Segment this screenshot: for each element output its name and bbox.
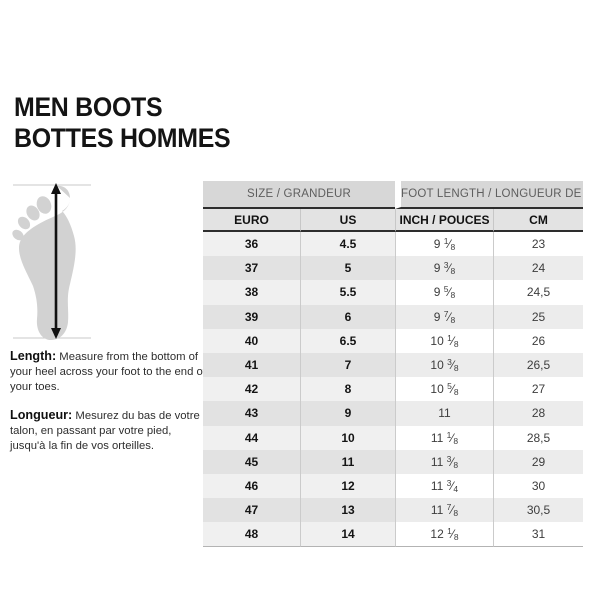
group-header-foot-length: FOOT LENGTH / LONGUEUR DE PIED bbox=[395, 181, 584, 209]
inch-cell: 11 bbox=[395, 401, 493, 426]
table-row: 45 11 11 3⁄8 29 bbox=[203, 449, 584, 474]
column-header-euro: EURO bbox=[203, 209, 300, 232]
longueur-label: Longueur: bbox=[10, 408, 73, 422]
table-row: 48 14 12 1⁄8 31 bbox=[203, 522, 584, 548]
inch-cell: 10 5⁄8 bbox=[395, 377, 493, 402]
cm-cell: 23 bbox=[493, 232, 584, 257]
cm-cell: 24 bbox=[493, 256, 584, 281]
cm-cell: 26 bbox=[493, 328, 584, 353]
column-header-cm: CM bbox=[493, 209, 584, 232]
cm-cell: 24,5 bbox=[493, 280, 584, 305]
table-row: 47 13 11 7⁄8 30,5 bbox=[203, 498, 584, 523]
us-cell: 7 bbox=[300, 352, 395, 378]
inch-cell: 11 7⁄8 bbox=[395, 498, 493, 523]
euro-cell: 40 bbox=[203, 328, 300, 353]
euro-cell: 41 bbox=[203, 352, 300, 378]
size-chart-body: 36 4.5 9 1⁄8 23 37 5 9 3⁄8 24 38 5.5 9 5⁄8 24,5 39 6 9… bbox=[203, 232, 584, 548]
length-text: Measure from the bottom of your heel acr… bbox=[10, 351, 206, 393]
us-cell: 5.5 bbox=[300, 280, 395, 305]
column-header-row: EURO US INCH / POUCES CM bbox=[203, 209, 584, 232]
table-row: 46 12 11 3⁄4 30 bbox=[203, 473, 584, 499]
euro-cell: 46 bbox=[203, 473, 300, 499]
us-cell: 8 bbox=[300, 377, 395, 402]
inch-cell: 9 3⁄8 bbox=[395, 256, 493, 281]
inch-cell: 9 5⁄8 bbox=[395, 280, 493, 305]
inch-cell: 9 1⁄8 bbox=[395, 232, 493, 257]
table-row: 39 6 9 7⁄8 25 bbox=[203, 304, 584, 329]
euro-cell: 37 bbox=[203, 256, 300, 281]
cm-cell: 28 bbox=[493, 401, 584, 426]
euro-cell: 36 bbox=[203, 232, 300, 257]
inch-cell: 10 3⁄8 bbox=[395, 352, 493, 378]
euro-cell: 39 bbox=[203, 304, 300, 329]
us-cell: 9 bbox=[300, 401, 395, 426]
us-cell: 10 bbox=[300, 425, 395, 450]
cm-cell: 31 bbox=[493, 522, 584, 548]
group-header-row: SIZE / GRANDEUR FOOT LENGTH / LONGUEUR D… bbox=[203, 181, 584, 209]
us-cell: 11 bbox=[300, 449, 395, 474]
measuring-instructions: Length: Measure from the bottom of your … bbox=[10, 349, 206, 467]
us-cell: 6 bbox=[300, 304, 395, 329]
cm-cell: 26,5 bbox=[493, 352, 584, 378]
table-row: 40 6.5 10 1⁄8 26 bbox=[203, 328, 584, 353]
foot-sole-illustration bbox=[12, 183, 91, 340]
us-cell: 12 bbox=[300, 473, 395, 499]
longueur-text: Mesurez du bas de votre talon, en passan… bbox=[10, 410, 200, 452]
foot-measure-diagram bbox=[10, 179, 96, 343]
euro-cell: 44 bbox=[203, 425, 300, 450]
size-chart-table: SIZE / GRANDEUR FOOT LENGTH / LONGUEUR D… bbox=[203, 181, 584, 548]
table-row: 41 7 10 3⁄8 26,5 bbox=[203, 352, 584, 378]
group-header-size: SIZE / GRANDEUR bbox=[203, 181, 395, 209]
page-title-line-en: MEN BOOTS bbox=[14, 92, 163, 122]
inch-cell: 11 3⁄4 bbox=[395, 473, 493, 499]
us-cell: 13 bbox=[300, 498, 395, 523]
inch-cell: 10 1⁄8 bbox=[395, 328, 493, 353]
us-cell: 6.5 bbox=[300, 328, 395, 353]
euro-cell: 48 bbox=[203, 522, 300, 548]
us-cell: 14 bbox=[300, 522, 395, 548]
column-header-us: US bbox=[300, 209, 395, 232]
cm-cell: 30,5 bbox=[493, 498, 584, 523]
euro-cell: 43 bbox=[203, 401, 300, 426]
cm-cell: 27 bbox=[493, 377, 584, 402]
cm-cell: 29 bbox=[493, 449, 584, 474]
inch-cell: 9 7⁄8 bbox=[395, 304, 493, 329]
vertical-double-arrow-icon bbox=[51, 183, 61, 339]
euro-cell: 42 bbox=[203, 377, 300, 402]
inch-cell: 11 1⁄8 bbox=[395, 425, 493, 450]
cm-cell: 30 bbox=[493, 473, 584, 499]
table-row: 42 8 10 5⁄8 27 bbox=[203, 377, 584, 402]
euro-cell: 45 bbox=[203, 449, 300, 474]
page-title: MEN BOOTS BOTTES HOMMES bbox=[14, 92, 231, 154]
length-instruction: Length: Measure from the bottom of your … bbox=[10, 349, 206, 395]
longueur-instruction: Longueur: Mesurez du bas de votre talon,… bbox=[10, 408, 206, 454]
cm-cell: 25 bbox=[493, 304, 584, 329]
table-row: 37 5 9 3⁄8 24 bbox=[203, 256, 584, 281]
table-row: 43 9 11 28 bbox=[203, 401, 584, 426]
column-header-inch: INCH / POUCES bbox=[395, 209, 493, 232]
cm-cell: 28,5 bbox=[493, 425, 584, 450]
euro-cell: 38 bbox=[203, 280, 300, 305]
page-title-line-fr: BOTTES HOMMES bbox=[14, 123, 231, 153]
us-cell: 5 bbox=[300, 256, 395, 281]
table-row: 36 4.5 9 1⁄8 23 bbox=[203, 232, 584, 257]
euro-cell: 47 bbox=[203, 498, 300, 523]
inch-cell: 11 3⁄8 bbox=[395, 449, 493, 474]
table-row: 44 10 11 1⁄8 28,5 bbox=[203, 425, 584, 450]
us-cell: 4.5 bbox=[300, 232, 395, 257]
table-row: 38 5.5 9 5⁄8 24,5 bbox=[203, 280, 584, 305]
foot-silhouette bbox=[12, 185, 76, 340]
inch-cell: 12 1⁄8 bbox=[395, 522, 493, 548]
length-label: Length: bbox=[10, 349, 57, 363]
